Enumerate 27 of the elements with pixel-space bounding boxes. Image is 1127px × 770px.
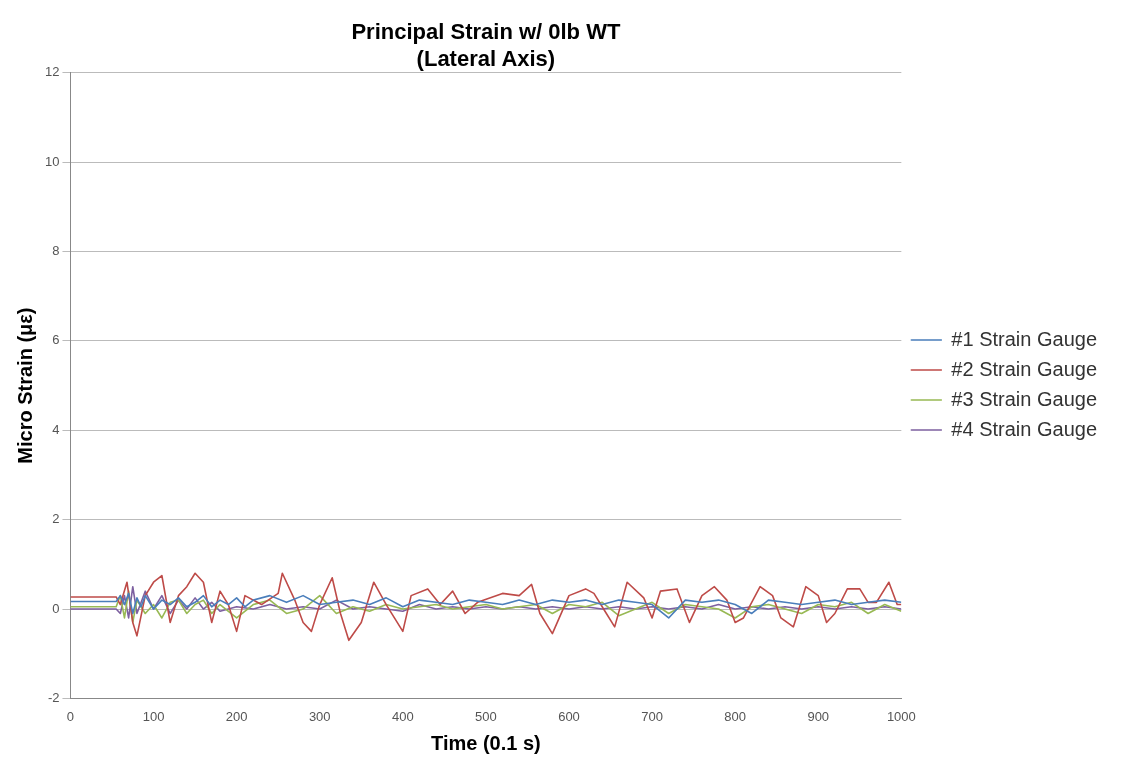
y-axis-title: Micro Strain (με) (13, 307, 36, 464)
x-tick-label: 700 (641, 708, 663, 724)
y-tick-label: 4 (52, 421, 60, 437)
x-tick-label: 0 (66, 708, 75, 724)
legend-label: #1 Strain Gauge (951, 327, 1097, 350)
text: Principal Strain w/ 0lb WT (351, 19, 621, 45)
x-tick-label: 300 (308, 708, 331, 724)
y-tick-label: 10 (44, 153, 60, 169)
legend-label: #4 Strain Gauge (951, 417, 1097, 440)
y-tick-label: 2 (52, 511, 60, 527)
x-tick-label: 1000 (886, 708, 916, 724)
text: (Lateral Axis) (416, 45, 556, 71)
y-tick-label: 0 (52, 600, 60, 616)
x-tick-label: 500 (475, 708, 497, 724)
x-tick-label: 100 (142, 708, 165, 724)
x-tick-label: 900 (807, 708, 830, 724)
y-tick-label: 12 (44, 64, 60, 80)
x-tick-label: 200 (225, 708, 248, 724)
x-axis-title: Time (0.1 s) (431, 731, 541, 754)
x-tick-label: 800 (724, 708, 747, 724)
legend-label: #3 Strain Gauge (951, 387, 1097, 410)
y-tick-label: -2 (47, 689, 60, 705)
y-tick-label: 6 (52, 332, 60, 348)
x-tick-label: 600 (558, 708, 580, 724)
y-tick-label: 8 (52, 243, 60, 259)
x-tick-label: 400 (391, 708, 414, 724)
legend-label: #2 Strain Gauge (951, 357, 1097, 380)
